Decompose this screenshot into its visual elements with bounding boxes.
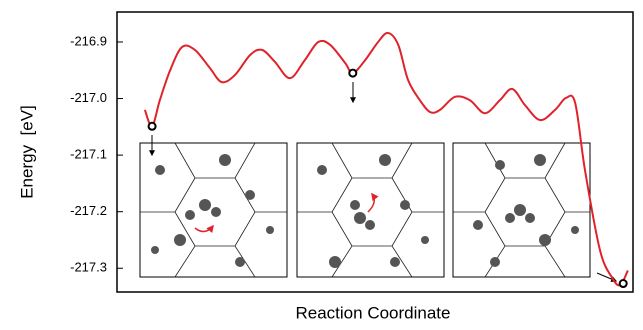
y-tick-label: -216.9 (70, 33, 107, 48)
point-marker (620, 280, 627, 287)
point-marker (349, 70, 356, 77)
x-axis-label: Reaction Coordinate (296, 303, 451, 322)
page: {"chart_data": {"type": "line", "xlabel"… (0, 0, 643, 325)
y-tick-label: -217.2 (70, 203, 107, 218)
y-tick-label: -217.3 (70, 260, 107, 275)
y-tick-label: -217.1 (70, 147, 107, 162)
chart: Reaction Coordinate Energy [eV] -216.9 -2… (0, 0, 643, 325)
point-marker (149, 123, 156, 130)
y-tick-label: -217.0 (70, 90, 107, 105)
y-axis-label: Energy [eV] (17, 105, 36, 199)
inset-image (140, 143, 590, 277)
